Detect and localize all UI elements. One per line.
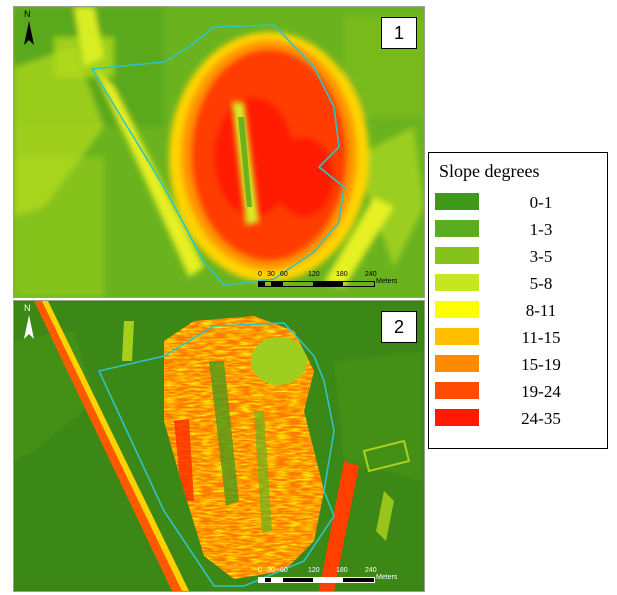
legend-swatch: [435, 355, 479, 372]
legend-item: 11-15: [435, 328, 605, 350]
legend-item: 19-24: [435, 382, 605, 404]
scale-tick: 30: [267, 271, 275, 278]
legend-label: 24-35: [521, 409, 561, 428]
north-arrow-icon: [24, 21, 34, 45]
slope-raster-2: [14, 301, 424, 591]
legend-item: 3-5: [435, 247, 605, 269]
scale-bar: 0 30 60 120 180 240 Meters: [258, 271, 418, 293]
legend-swatch: [435, 382, 479, 399]
scale-tick: 240: [365, 271, 377, 278]
north-arrow: N: [20, 9, 38, 51]
legend-title: Slope degrees: [439, 161, 540, 181]
scale-tick: 0: [258, 567, 262, 574]
legend-label: 1-3: [529, 220, 553, 239]
legend-swatch: [435, 274, 479, 291]
scale-tick: 120: [308, 567, 320, 574]
slope-map-panel-2: N 2 0 30 60 120 180 240 Meters: [13, 300, 425, 592]
slope-raster-1: [14, 7, 424, 297]
legend-label: 11-15: [521, 328, 561, 347]
legend-item: 0-1: [435, 193, 605, 215]
scale-tick: 180: [336, 567, 348, 574]
legend-label: 19-24: [521, 382, 561, 401]
scale-unit: Meters: [376, 278, 398, 285]
scale-tick: 180: [336, 271, 348, 278]
legend-label: 8-11: [525, 301, 557, 320]
legend-label: 5-8: [529, 274, 553, 293]
legend-label: 0-1: [529, 193, 553, 212]
slope-map-panel-1: N 1 0 30 60 120 180 240 Meters: [13, 6, 425, 298]
legend-item: 24-35: [435, 409, 605, 431]
slope-legend: Slope degrees 0-1 1-3 3-5 5-8 8-11 11-15 15-19…: [428, 152, 608, 449]
legend-item: 8-11: [435, 301, 605, 323]
scale-tick: 240: [365, 567, 377, 574]
scale-tick: 60: [280, 271, 288, 278]
panel-number-badge: 1: [381, 17, 417, 49]
scale-tick: 30: [267, 567, 275, 574]
legend-item: 5-8: [435, 274, 605, 296]
legend-item: 1-3: [435, 220, 605, 242]
scale-tick: 0: [258, 271, 262, 278]
scale-tick: 60: [280, 567, 288, 574]
legend-swatch: [435, 220, 479, 237]
scale-tick: 120: [308, 271, 320, 278]
site-boundary: [90, 24, 345, 286]
legend-swatch: [435, 301, 479, 318]
legend-swatch: [435, 247, 479, 264]
scale-unit: Meters: [376, 574, 398, 581]
panel-number-badge: 2: [381, 311, 417, 343]
legend-swatch: [435, 409, 479, 426]
site-boundary: [97, 322, 335, 587]
legend-label: 15-19: [521, 355, 561, 374]
legend-swatch: [435, 328, 479, 345]
legend-swatch: [435, 193, 479, 210]
scale-bar: 0 30 60 120 180 240 Meters: [258, 567, 418, 589]
north-arrow: N: [20, 303, 38, 345]
legend-label: 3-5: [529, 247, 553, 266]
legend-item: 15-19: [435, 355, 605, 377]
north-arrow-icon: [24, 315, 34, 339]
